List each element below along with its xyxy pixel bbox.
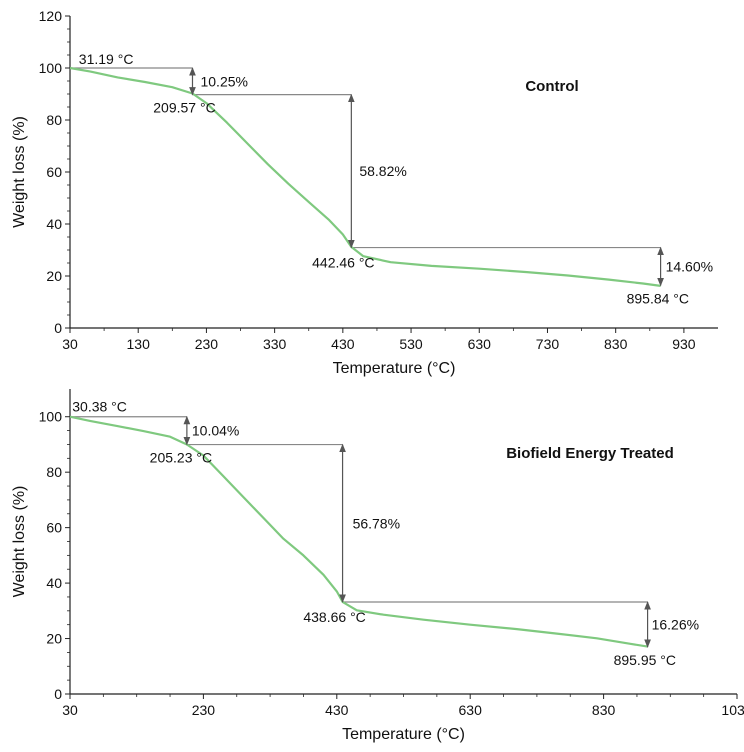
y-tick-label: 80: [46, 112, 62, 128]
x-axis-label: Temperature (°C): [333, 360, 456, 377]
y-tick-label: 20: [46, 268, 62, 284]
temperature-point-label: 31.19 °C: [79, 51, 134, 67]
chart-title: Biofield Energy Treated: [506, 445, 674, 462]
y-tick-label: 40: [46, 216, 62, 232]
weight-loss-percent-label: 10.25%: [200, 73, 247, 89]
temperature-point-label: 895.84 °C: [627, 291, 689, 307]
y-tick-label: 120: [39, 8, 63, 24]
x-tick-label: 130: [127, 336, 151, 352]
x-tick-label: 930: [672, 336, 696, 352]
weight-loss-percent-label: 16.26%: [652, 617, 699, 633]
x-tick-label: 630: [459, 702, 483, 718]
control-chart: 0 20 40 60 80 100 120 30 130 230 330 430 530 630 730 83…: [11, 8, 718, 377]
temperature-point-label: 895.95 °C: [614, 652, 676, 668]
temperature-point-label: 205.23 °C: [150, 450, 212, 466]
x-tick-label: 830: [592, 702, 616, 718]
weight-loss-percent-label: 56.78%: [353, 515, 400, 531]
y-axis-label: Weight loss (%): [11, 486, 28, 598]
x-axis-label: Temperature (°C): [342, 726, 465, 743]
treated-chart: 0 20 40 60 80 100 30 230 430 630 830 1030 Temperatur…: [11, 389, 744, 743]
temperature-point-label: 442.46 °C: [312, 255, 374, 271]
x-tick-label: 730: [536, 336, 560, 352]
y-tick-label: 20: [46, 631, 62, 647]
x-tick-label: 430: [325, 702, 349, 718]
y-tick-label: 100: [39, 409, 63, 425]
x-tick-label: 330: [263, 336, 287, 352]
y-tick-label: 0: [54, 686, 62, 702]
y-tick-label: 100: [39, 60, 63, 76]
weight-loss-percent-label: 10.04%: [192, 423, 239, 439]
temperature-point-label: 30.38 °C: [72, 399, 127, 415]
weight-loss-percent-label: 58.82%: [359, 163, 406, 179]
temperature-point-label: 438.66 °C: [303, 609, 365, 625]
chart-title: Control: [525, 78, 578, 95]
x-tick-label: 30: [62, 702, 78, 718]
y-tick-label: 0: [54, 320, 62, 336]
y-tick-label: 60: [46, 520, 62, 536]
y-tick-label: 60: [46, 164, 62, 180]
x-tick-label: 30: [62, 336, 78, 352]
x-tick-label: 530: [399, 336, 423, 352]
weight-loss-curve: [69, 66, 661, 287]
y-tick-label: 40: [46, 575, 62, 591]
x-tick-label: 230: [195, 336, 219, 352]
x-tick-label: 630: [468, 336, 492, 352]
x-tick-label: 230: [192, 702, 216, 718]
x-tick-label: 430: [331, 336, 355, 352]
weight-loss-curve: [69, 415, 648, 648]
x-tick-label: 830: [604, 336, 628, 352]
temperature-point-label: 209.57 °C: [153, 100, 215, 116]
y-axis-label: Weight loss (%): [11, 116, 28, 228]
y-tick-label: 80: [46, 464, 62, 480]
x-tick-label: 1030: [721, 702, 744, 718]
weight-loss-percent-label: 14.60%: [666, 259, 713, 275]
